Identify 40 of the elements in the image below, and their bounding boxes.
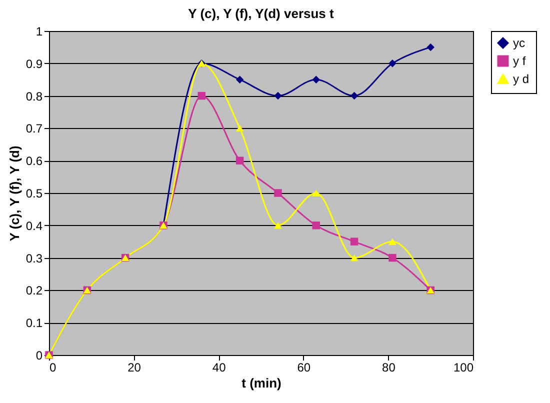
point — [236, 76, 244, 84]
x-tick-label: 80 — [382, 360, 396, 374]
y-tick-label: 0.7 — [26, 122, 43, 136]
point — [312, 190, 320, 196]
point — [312, 76, 320, 84]
legend-label: y d — [513, 72, 530, 86]
x-tick-label: 100 — [453, 360, 474, 374]
y-tick-label: 0.3 — [26, 251, 43, 266]
point — [350, 92, 358, 100]
point — [274, 92, 282, 100]
y-tick-label: 0.1 — [26, 316, 43, 330]
y-tick-label: 0.2 — [26, 284, 43, 298]
point — [388, 60, 396, 68]
x-tick-label: 0 — [50, 360, 56, 374]
x-tick-label: 20 — [128, 360, 142, 374]
y-tick-label: 0 — [36, 348, 43, 362]
point — [388, 238, 396, 245]
x-tick-label: 60 — [297, 360, 311, 374]
point — [274, 222, 282, 229]
point — [274, 189, 282, 197]
y-tick-label: 0.5 — [26, 186, 43, 200]
point — [236, 124, 244, 132]
y-axis-title: Y (c), Y (f), Y (d) — [6, 146, 22, 242]
point — [236, 156, 244, 164]
point — [198, 92, 206, 100]
y-tick-label: 0.4 — [26, 218, 43, 233]
chart-title: Y (c), Y (f), Y(d) versus t — [188, 6, 335, 21]
point — [350, 254, 358, 262]
legend-label: y f — [513, 54, 526, 68]
point — [350, 238, 358, 246]
x-axis-title: t (min) — [242, 376, 282, 390]
point — [388, 254, 396, 262]
y-tick-label: 1 — [36, 24, 43, 38]
y-tick-label: 0.8 — [26, 89, 43, 104]
y-tick-label: 0.6 — [26, 154, 43, 168]
point — [312, 222, 320, 230]
x-tick-label: 40 — [212, 360, 226, 374]
point — [426, 43, 434, 52]
legend-label: yc — [513, 36, 525, 50]
y-tick-label: 0.9 — [26, 56, 43, 71]
